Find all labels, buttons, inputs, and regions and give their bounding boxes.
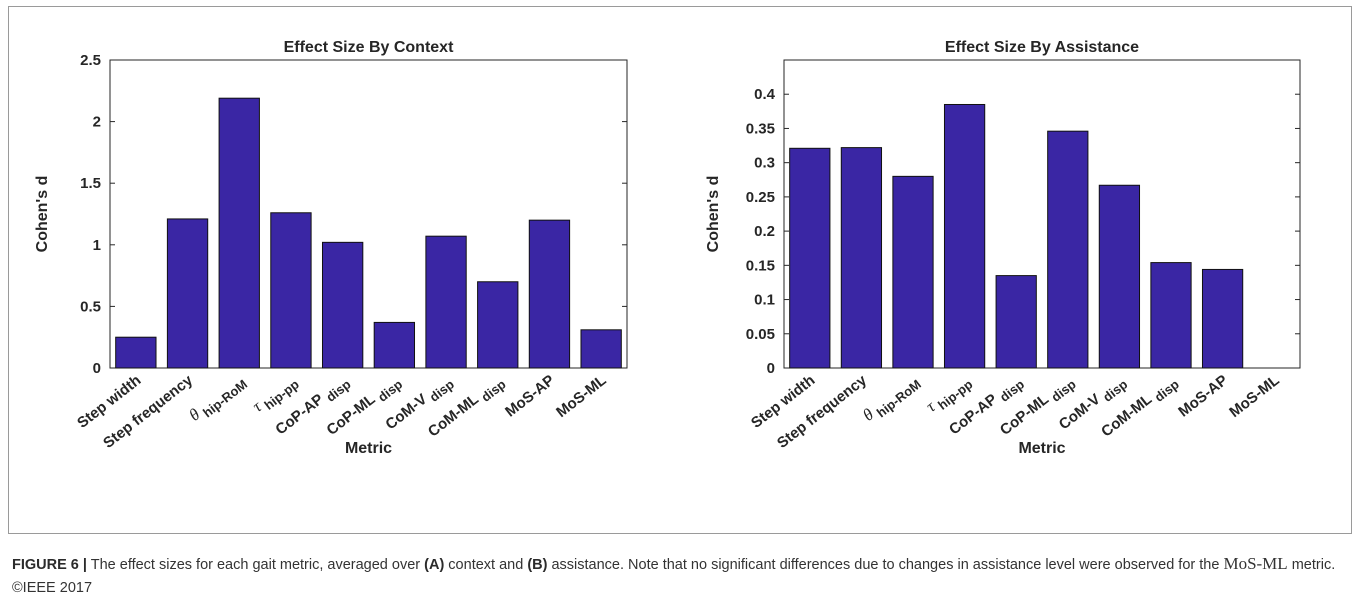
x-tick-label: MoS-AP (1175, 372, 1231, 421)
bar (943, 103, 986, 369)
bar (115, 336, 157, 369)
x-tick-label: Step frequency (774, 371, 870, 452)
x-tick-label-main: MoS-AP (502, 372, 558, 421)
x-tick-label-subscript: hip-RoM (200, 376, 250, 420)
y-axis-label: Cohen's d (705, 176, 722, 253)
bar (789, 147, 831, 369)
y-tick-label: 0.5 (80, 298, 101, 315)
y-tick-label: 0.05 (746, 326, 775, 343)
x-tick-label: Step frequency (100, 371, 196, 452)
bar (840, 147, 883, 369)
y-tick-label: 0 (93, 360, 101, 377)
x-tick-label-main: Step frequency (100, 371, 196, 452)
x-tick-label-main: MoS-ML (1226, 372, 1282, 421)
bar (892, 175, 934, 369)
x-tick-label-main: MoS-AP (1175, 372, 1231, 421)
bar (580, 329, 622, 369)
x-tick-label: θhip-RoM (859, 370, 924, 428)
x-tick-label: CoM-MLdisp (425, 372, 509, 444)
bar (1150, 262, 1192, 369)
x-tick-label-subscript: disp (323, 376, 353, 404)
y-tick-label: 0.25 (746, 189, 775, 206)
y-tick-label: 0.15 (746, 257, 775, 274)
caption-text: context and (444, 557, 528, 573)
y-axis-label: Cohen's d (34, 176, 51, 253)
x-tick-label: MoS-ML (553, 372, 609, 421)
chart-title: Effect Size By Context (284, 39, 454, 56)
x-tick-label-subscript: disp (1048, 376, 1078, 404)
bar (373, 321, 416, 369)
bar (270, 212, 312, 369)
x-tick-label: θhip-RoM (185, 370, 250, 428)
chart-title: Effect Size By Assistance (945, 39, 1139, 56)
x-axis-label: Metric (1018, 440, 1065, 457)
x-tick-label-subscript: disp (478, 376, 508, 404)
caption: FIGURE 6 | The effect sizes for each gai… (12, 552, 1342, 600)
y-tick-label: 2.5 (80, 52, 101, 69)
caption-ref: (B) (527, 557, 548, 573)
bar (1201, 268, 1244, 369)
y-tick-label: 2 (93, 114, 101, 131)
bar (166, 218, 209, 369)
x-tick-label-subscript: hip-RoM (874, 376, 924, 420)
caption-text: assistance. Note that no significant dif… (547, 557, 1224, 573)
y-tick-label: 1 (93, 237, 101, 254)
x-axis-label: Metric (345, 440, 392, 457)
x-tick-label-subscript: disp (375, 376, 405, 404)
bar (995, 275, 1037, 369)
bar (218, 97, 260, 369)
x-tick-label-subscript: disp (997, 376, 1027, 404)
x-tick-label: CoM-MLdisp (1098, 372, 1182, 444)
y-tick-label: 0.2 (754, 223, 775, 240)
bar (1098, 184, 1141, 369)
x-tick-label: MoS-ML (1226, 372, 1282, 421)
y-tick-label: 0.35 (746, 120, 775, 137)
y-tick-label: 0 (767, 360, 775, 377)
x-tick-label: MoS-AP (502, 372, 558, 421)
y-tick-label: 0.4 (754, 86, 776, 103)
caption-text: metric. ©IEEE 2017 (12, 557, 1336, 596)
x-tick-label-subscript: disp (427, 376, 457, 404)
x-tick-label-subscript: disp (1100, 376, 1130, 404)
caption-text: The effect sizes for each gait metric, a… (86, 557, 425, 573)
bar (477, 281, 519, 369)
caption-ref: (A) (424, 557, 445, 573)
x-tick-label-main: MoS-ML (553, 372, 609, 421)
x-tick-label-main: Step frequency (774, 371, 870, 452)
figure: Effect Size By Context Cohen's d Metric 0 0.… (8, 6, 1352, 534)
bar (528, 219, 571, 369)
caption-metric: MoS-ML (1223, 554, 1288, 573)
figure-frame (8, 6, 1352, 534)
y-tick-label: 0.1 (754, 292, 775, 309)
y-tick-label: 0.3 (754, 155, 775, 172)
x-tick-label-subscript: disp (1152, 376, 1182, 404)
bar (1047, 130, 1089, 369)
bar (321, 241, 364, 369)
bar (425, 235, 467, 369)
caption-label: FIGURE 6 | (12, 557, 87, 573)
y-tick-label: 1.5 (80, 175, 101, 192)
